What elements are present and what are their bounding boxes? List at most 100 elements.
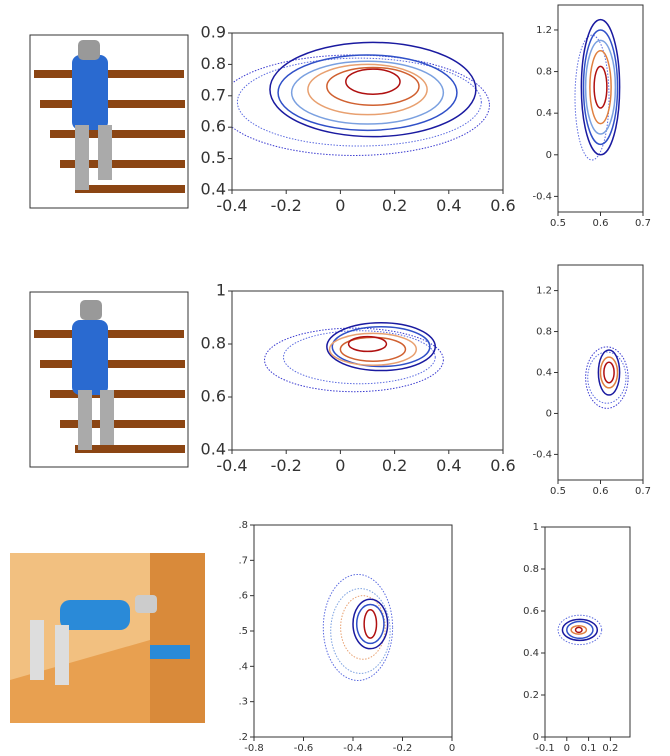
x-tick-label: 0.5	[550, 218, 566, 229]
chart: 0.5 0.6 0.7 -0.4 0 0.4 0.8 1.2	[532, 4, 651, 229]
axes-frame	[231, 290, 504, 451]
axes-frame	[231, 32, 504, 191]
y-tick-label: 1.2	[536, 25, 552, 36]
chart: 0.5 0.6 0.7 -0.4 0 0.4 0.8 1.2	[532, 264, 651, 497]
y-tick-label: -0.4	[532, 449, 552, 460]
chart: -0.4 -0.2 0 0.2 0.4 0.6 0.4 0.6 0.8 1	[201, 281, 516, 475]
contour-line	[347, 335, 388, 353]
y-tick-label: 0.6	[201, 387, 226, 406]
x-tick-label: 0	[564, 743, 570, 754]
contour-line	[264, 327, 444, 393]
contour-line	[352, 598, 389, 650]
y-tick-label: .2	[238, 732, 248, 743]
chart: -0.8 -0.6 -0.4 -0.2 0 .2 .3 .4 .5 .6 .7 .8	[238, 520, 455, 754]
contour-line	[236, 57, 482, 147]
y-tick-label: 1	[216, 281, 226, 300]
x-tick-label: 0.6	[593, 218, 609, 229]
y-tick-label: 0.5	[201, 148, 226, 167]
contour-line	[566, 620, 594, 640]
contour-line	[328, 332, 418, 366]
contour-line	[326, 66, 420, 106]
y-tick-label: 1	[533, 522, 539, 533]
x-tick-label: 0.6	[490, 456, 515, 475]
contour-line	[599, 356, 619, 389]
y-tick-label: .3	[238, 697, 248, 708]
y-tick-label: 1.2	[536, 286, 552, 297]
contour-line	[589, 50, 612, 125]
y-tick-label: 0.4	[201, 440, 226, 459]
contour-line	[330, 588, 391, 674]
y-tick-label: .8	[238, 520, 248, 531]
x-tick-label: 0	[335, 456, 345, 475]
y-tick-label: 0.8	[201, 54, 226, 73]
contour-line	[561, 618, 599, 642]
x-tick-label: 0.6	[593, 486, 609, 497]
x-tick-label: 0.7	[635, 486, 651, 497]
contour-line	[585, 346, 629, 409]
contour-line	[340, 595, 386, 660]
x-tick-label: 0.2	[382, 456, 407, 475]
plot-area	[574, 18, 621, 161]
contour-line	[282, 330, 436, 385]
x-tick-label: 0	[449, 743, 455, 754]
plot-area	[322, 573, 394, 681]
contour-line	[603, 361, 615, 384]
chart: -0.4 -0.2 0 0.2 0.4 0.6 0.4 0.5 0.6 0.7 0.8 0.9	[201, 23, 516, 215]
contour-line	[232, 54, 490, 156]
contour-line	[597, 349, 621, 396]
y-tick-label: 0.4	[523, 648, 539, 659]
x-tick-label: 0.7	[635, 218, 651, 229]
contour-line	[582, 29, 619, 146]
robot-image	[29, 291, 189, 468]
contour-line	[570, 624, 588, 635]
y-tick-label: 0.8	[536, 67, 552, 78]
plot-area	[585, 346, 629, 409]
x-tick-label: 0	[335, 196, 345, 215]
x-tick-label: -0.1	[535, 743, 555, 754]
contour-line	[580, 18, 621, 156]
plot-area	[232, 41, 490, 156]
contour-line	[331, 326, 431, 368]
y-tick-label: .6	[238, 591, 248, 602]
y-tick-label: .4	[238, 661, 248, 672]
x-tick-label: 0.4	[436, 196, 461, 215]
y-tick-label: 0.6	[523, 606, 539, 617]
x-tick-label: 0.2	[602, 743, 618, 754]
contour-line	[307, 63, 428, 116]
plot-area	[264, 322, 444, 393]
x-tick-label: -0.2	[271, 456, 302, 475]
y-tick-label: 0.8	[523, 564, 539, 575]
y-tick-label: -0.4	[532, 191, 552, 202]
x-tick-label: 0.2	[382, 196, 407, 215]
contour-line	[345, 68, 401, 95]
contour-line	[322, 573, 394, 681]
contour-line	[277, 54, 458, 132]
contour-line	[355, 603, 385, 645]
y-tick-label: 0.2	[523, 690, 539, 701]
x-tick-label: 0.1	[581, 743, 597, 754]
x-tick-label: -0.4	[216, 456, 247, 475]
contour-line	[574, 626, 583, 634]
robot-image	[10, 553, 205, 723]
y-tick-label: 0	[546, 408, 552, 419]
contour-line	[269, 41, 477, 138]
y-tick-label: 0.4	[201, 180, 226, 199]
contour-line	[326, 322, 436, 372]
contour-line	[584, 39, 617, 135]
contour-line	[557, 614, 603, 646]
x-tick-label: -0.8	[244, 743, 264, 754]
robot-image	[29, 34, 189, 209]
y-tick-label: 0.9	[201, 23, 226, 42]
x-tick-label: -0.6	[294, 743, 314, 754]
contour-line	[574, 34, 610, 161]
x-tick-label: 0.5	[550, 486, 566, 497]
contour-line	[363, 609, 378, 639]
y-tick-label: 0	[533, 732, 539, 743]
y-tick-label: 0.8	[201, 334, 226, 353]
y-tick-label: 0	[546, 150, 552, 161]
contour-line	[290, 60, 445, 125]
contour-line	[593, 65, 608, 109]
y-tick-label: 0.8	[536, 327, 552, 338]
x-tick-label: -0.4	[216, 196, 247, 215]
